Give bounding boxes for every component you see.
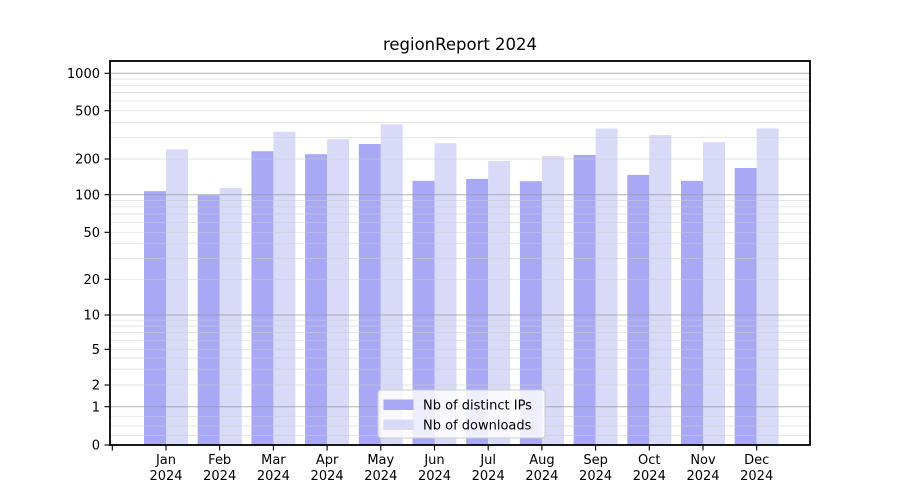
x-tick-label-month: Jan <box>155 453 176 468</box>
chart-title: regionReport 2024 <box>383 35 537 54</box>
y-tick-label: 200 <box>75 153 100 168</box>
x-tick-label-month: Aug <box>529 453 554 468</box>
x-tick-label-year: 2024 <box>740 469 773 484</box>
x-tick-label-year: 2024 <box>257 469 290 484</box>
y-tick-label: 500 <box>75 104 100 119</box>
legend-label-downloads: Nb of downloads <box>423 419 532 434</box>
bar-distinct-ips-apr <box>305 154 328 445</box>
bar-downloads-aug <box>541 156 564 445</box>
bar-downloads-sep <box>595 128 618 445</box>
bar-downloads-apr <box>327 139 350 445</box>
x-tick-label-month: Feb <box>208 453 231 468</box>
x-tick-label-year: 2024 <box>311 469 344 484</box>
bar-distinct-ips-aug <box>519 181 542 445</box>
x-tick-label-month: May <box>367 453 394 468</box>
bar-downloads-oct <box>649 135 672 445</box>
axis-layer: 01251020501002005001000Jan2024Feb2024Mar… <box>67 67 773 484</box>
x-tick-label-year: 2024 <box>579 469 612 484</box>
x-tick-label-month: Mar <box>261 453 286 468</box>
y-tick-label: 0 <box>92 439 100 454</box>
x-tick-label-month: Jul <box>479 453 496 468</box>
x-tick-label-year: 2024 <box>203 469 236 484</box>
bars-layer <box>144 124 779 446</box>
bar-distinct-ips-may <box>358 144 381 445</box>
bar-distinct-ips-nov <box>681 180 703 446</box>
x-tick-label-month: Oct <box>638 453 660 468</box>
x-tick-label-year: 2024 <box>364 469 397 484</box>
y-tick-label: 2 <box>92 379 100 394</box>
bar-downloads-may <box>380 124 403 446</box>
x-tick-label-month: Jun <box>423 453 444 468</box>
y-tick-label: 5 <box>92 343 100 358</box>
bar-distinct-ips-dec <box>734 168 757 445</box>
bar-distinct-ips-sep <box>573 154 596 445</box>
y-tick-label: 100 <box>75 188 100 203</box>
x-tick-label-year: 2024 <box>525 469 558 484</box>
legend-swatch-downloads <box>383 419 414 430</box>
bar-distinct-ips-oct <box>627 174 650 445</box>
x-tick-label-year: 2024 <box>149 469 182 484</box>
legend-swatch-distinct-ips <box>383 399 414 410</box>
bar-downloads-feb <box>219 188 242 445</box>
bar-downloads-nov <box>703 142 725 445</box>
y-tick-label: 20 <box>83 273 100 288</box>
x-tick-label-year: 2024 <box>472 469 505 484</box>
bar-downloads-dec <box>756 128 779 445</box>
y-tick-label: 10 <box>83 309 100 324</box>
grid-layer <box>110 72 810 436</box>
bar-downloads-jan <box>166 149 188 445</box>
bar-distinct-ips-mar <box>251 151 274 445</box>
bar-distinct-ips-jul <box>466 178 489 445</box>
x-tick-label-month: Dec <box>744 453 769 468</box>
y-tick-label: 1000 <box>67 67 100 82</box>
x-tick-label-month: Apr <box>316 453 339 468</box>
plot-frame <box>109 60 811 446</box>
legend-box <box>377 389 546 439</box>
legend-label-distinct-ips: Nb of distinct IPs <box>423 399 532 414</box>
bar-downloads-mar <box>273 131 296 446</box>
bar-distinct-ips-jun <box>412 180 435 446</box>
x-tick-label-month: Sep <box>583 453 608 468</box>
y-tick-label: 50 <box>83 226 100 241</box>
x-tick-label-year: 2024 <box>686 469 719 484</box>
x-tick-label-month: Nov <box>690 453 716 468</box>
legend: Nb of distinct IPs Nb of downloads <box>377 389 546 439</box>
x-tick-label-year: 2024 <box>418 469 451 484</box>
bar-distinct-ips-jan <box>144 191 166 445</box>
x-tick-label-year: 2024 <box>633 469 666 484</box>
y-tick-label: 1 <box>92 400 100 415</box>
